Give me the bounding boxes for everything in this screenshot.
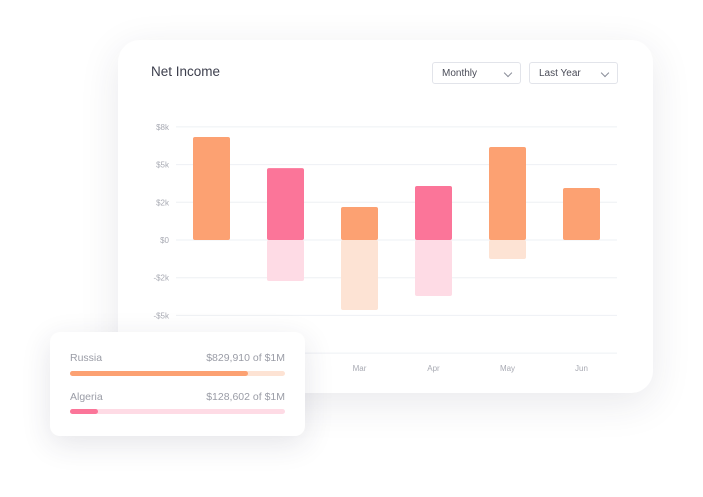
x-tick-label: May [500,364,515,373]
positive-bar [341,206,378,240]
range-select-value: Last Year [539,68,581,79]
x-tick-label: Jun [575,364,588,373]
country-label: Russia [70,352,103,364]
card-title: Net Income [151,64,221,79]
country-progress-card: Russia $829,910 of $1M Algeria $128,602 … [50,332,305,436]
progress-bar [70,371,285,376]
period-select[interactable]: Monthly [432,62,521,84]
negative-bar [415,240,452,296]
x-tick-label: Apr [427,364,440,373]
negative-bar [489,240,526,260]
y-tick-label: $5k [156,161,170,170]
y-tick-label: -$2k [153,274,170,283]
progress-bar [70,409,285,414]
country-value: $128,602 of $1M [206,391,285,403]
y-tick-label: -$5k [153,311,170,320]
country-value: $829,910 of $1M [206,352,285,364]
range-select[interactable]: Last Year [529,62,618,84]
positive-bar [563,187,600,240]
period-select-value: Monthly [442,68,478,79]
progress-fill [70,371,249,376]
y-tick-label: $0 [160,236,169,245]
y-tick-label: $2k [156,198,170,207]
y-tick-label: $8k [156,123,170,132]
positive-bar [489,146,526,240]
negative-bar [341,240,378,310]
negative-bar [267,240,304,282]
country-label: Algeria [70,391,103,403]
positive-bar [415,186,452,240]
progress-fill [70,409,98,414]
positive-bar [267,168,304,240]
x-tick-label: Mar [353,364,367,373]
positive-bar [193,137,230,240]
